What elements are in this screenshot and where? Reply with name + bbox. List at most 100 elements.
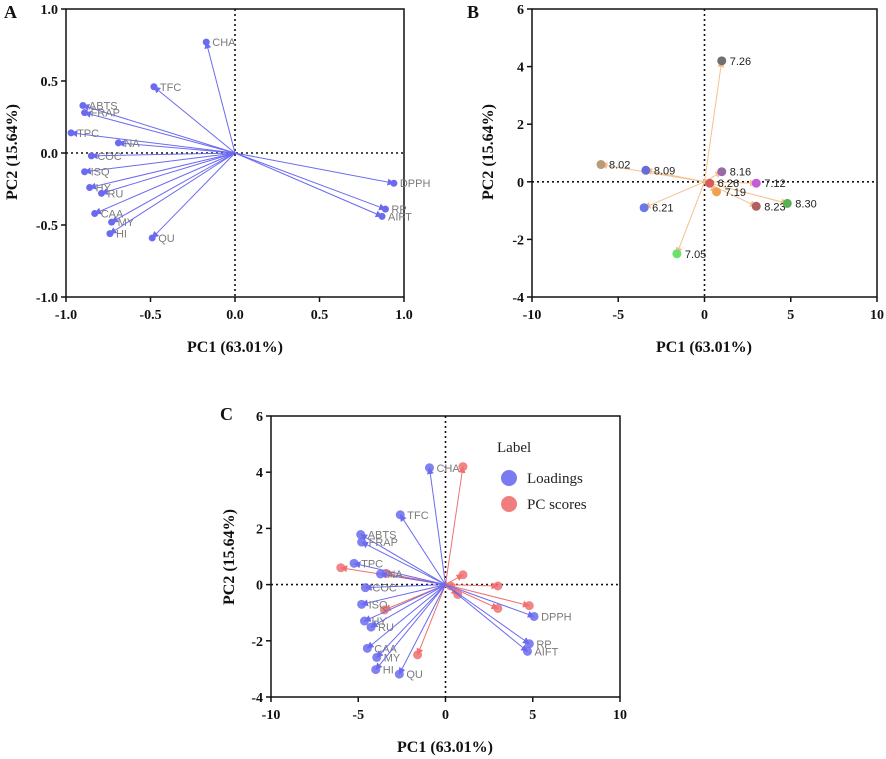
biplot-loading-vector-abts [360,534,446,586]
x-tick-label: -10 [523,308,542,323]
loading-vector-abts [82,104,236,154]
score-label-7.12: 7.12 [764,178,785,190]
loading-vector-rp [234,152,387,211]
loading-label-cha: CHA [212,37,236,49]
score-label-8.09: 8.09 [654,165,675,177]
biplot-score-point [493,581,503,591]
x-tick-label: 0.5 [311,308,329,323]
y-tick-label: 0 [517,176,524,191]
biplot-score-point [524,601,534,611]
biplot-score-point [413,650,423,660]
biplot-loading-vector-coc [364,583,446,591]
score-label-7.19: 7.19 [725,187,746,199]
loading-point-cha [202,38,210,46]
biplot-loading-point-abts [356,530,366,540]
loading-point-tpc [67,129,75,137]
biplot-score-vector [416,584,446,656]
score-point-7.19 [712,187,722,197]
score-label-8.23: 8.23 [764,201,785,213]
biplot-loading-label-aift: AIFT [534,646,558,658]
panel-c-axes: -10 -5 0 5 10 -4 -2 0 2 4 6 [251,410,627,723]
x-tick-label: 5 [529,708,536,723]
x-tick-label: 0 [442,708,449,723]
loading-vector-frap [83,110,236,154]
biplot-loading-vector-aift [445,584,529,652]
loading-label-hi: HI [116,229,127,241]
biplot-loading-vector-hi [375,584,446,671]
x-tick-label: 1.0 [395,308,413,323]
biplot-loading-point-cha [424,463,434,473]
legend-swatch-scores [501,496,517,512]
score-point-8.09 [641,165,651,175]
score-point-7.26 [717,56,727,66]
x-tick-label: -5 [352,708,364,723]
biplot-loading-label-coc: COC [372,583,397,595]
x-tick-label: -5 [612,308,624,323]
biplot-score-point [458,462,468,472]
loading-point-coc [87,152,95,160]
biplot-loading-vector-qu [398,584,446,675]
y-tick-label: -4 [512,291,524,306]
y-tick-label: 4 [256,466,263,481]
score-vector-8.30 [704,181,788,206]
biplot-score-point [336,563,346,573]
biplot-loading-label-qu: QU [406,669,423,681]
loading-point-caa [91,209,99,217]
biplot-loading-point-ru [366,622,376,632]
loading-vector-na [117,139,236,154]
biplot-loading-vector-dpph [445,584,535,618]
loading-label-frap: FRAP [91,108,120,120]
panel-b-marks: 7.26 8.02 8.09 8.166.26 7.12 7.19 8.23 8.30 6.21… [596,56,817,261]
biplot-loading-point-my [372,652,382,662]
y-tick-label: -1.0 [36,291,58,306]
biplot-loading-point-frap [357,537,367,547]
biplot-loading-point-na [375,569,385,579]
loading-point-rp [381,205,389,213]
biplot-loading-label-ru: RU [378,622,394,634]
score-label-8.30: 8.30 [795,198,816,210]
x-tick-label: 5 [787,308,794,323]
biplot-score-point [458,570,468,580]
biplot-loading-label-hi: HI [383,665,394,677]
y-tick-label: -0.5 [36,219,58,234]
y-tick-label: 2 [517,118,524,133]
legend-label-scores: PC scores [527,497,587,513]
score-label-6.21: 6.21 [652,203,673,215]
loading-vector-my [111,152,236,223]
loading-vector-coc [90,152,236,160]
panel-c-x-title: PC1 (63.01%) [397,739,493,756]
legend-swatch-loadings [501,470,517,486]
panel-a-axes: -1.0 -0.5 0.0 0.5 1.0 -1.0 -0.5 0.0 0.5 1.0 [36,3,413,323]
loading-point-frap [81,109,89,117]
biplot-loading-vector-cha [426,467,446,585]
y-tick-label: 0.0 [41,147,59,162]
loading-point-hi [106,230,114,238]
biplot-score-point [493,603,503,613]
biplot-loading-vector-isq [360,584,446,607]
x-tick-label: 10 [613,708,627,723]
loading-point-abts [79,101,87,109]
loading-point-aift [378,212,386,220]
biplot-loading-vector-ru [370,584,446,628]
score-point-7.12 [751,178,761,188]
loading-point-hy [86,184,94,192]
loading-label-qu: QU [158,233,175,245]
y-tick-label: -2 [512,233,524,248]
panel-tag-a: A [4,2,17,22]
biplot-loading-point-tfc [395,510,405,520]
loading-vector-isq [83,152,236,175]
biplot-loading-label-na: NA [387,569,403,581]
loading-label-ru: RU [107,188,123,200]
score-point-8.16 [717,167,727,177]
loading-point-tfc [150,83,158,91]
loading-vector-ru [100,152,236,195]
panel-c-legend: Label Loadings PC scores [497,440,587,513]
y-tick-label: 4 [517,61,524,76]
loading-label-rp: RP [391,204,406,216]
loading-vector-hy [88,152,236,190]
x-tick-label: 0.0 [226,308,244,323]
loading-label-tpc: TPC [77,128,99,140]
biplot-loading-point-rp [524,639,534,649]
biplot-loading-vector-my [376,584,446,658]
biplot-loading-vector-tfc [399,514,446,585]
